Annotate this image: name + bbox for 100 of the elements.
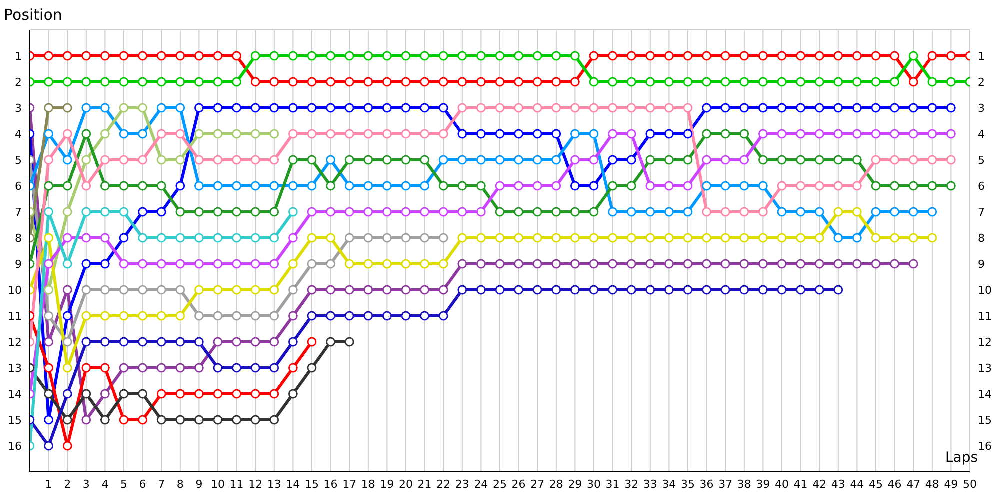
point [608, 129, 618, 139]
point [458, 259, 468, 269]
x-tick-label: 16 [324, 478, 338, 491]
point [646, 155, 656, 165]
point [119, 155, 129, 165]
point [288, 311, 298, 321]
point [288, 103, 298, 113]
point [62, 337, 72, 347]
point [250, 207, 260, 217]
point [82, 103, 92, 113]
point [232, 129, 242, 139]
point [344, 51, 354, 61]
point [119, 311, 129, 321]
point [138, 311, 148, 321]
point [138, 103, 148, 113]
point [777, 77, 787, 87]
point [364, 155, 374, 165]
point [946, 129, 956, 139]
x-tick-label: 38 [737, 478, 752, 491]
point [270, 103, 280, 113]
point [420, 51, 430, 61]
point [176, 77, 186, 87]
point [646, 259, 656, 269]
point [796, 233, 806, 243]
point [194, 233, 204, 243]
point [740, 181, 750, 191]
point [570, 129, 580, 139]
point [250, 389, 260, 399]
point [928, 103, 938, 113]
x-tick-label: 34 [662, 478, 676, 491]
point [626, 103, 636, 113]
point [307, 233, 317, 243]
point [532, 155, 542, 165]
point [364, 103, 374, 113]
point [908, 77, 918, 87]
point [213, 207, 223, 217]
point [62, 129, 72, 139]
point [100, 285, 110, 295]
point [532, 129, 542, 139]
point [100, 337, 110, 347]
point [871, 129, 881, 139]
point [250, 311, 260, 321]
x-axis-title: Laps [945, 450, 978, 466]
point [194, 77, 204, 87]
point [307, 285, 317, 295]
point [946, 155, 956, 165]
point [928, 181, 938, 191]
point [364, 77, 374, 87]
point [777, 51, 787, 61]
point [326, 155, 336, 165]
point [532, 207, 542, 217]
point [232, 51, 242, 61]
point [683, 259, 693, 269]
point [514, 233, 524, 243]
y-tick-label: 7 [15, 206, 22, 219]
point [570, 77, 580, 87]
point [834, 51, 844, 61]
point [552, 103, 562, 113]
point [946, 181, 956, 191]
point [458, 103, 468, 113]
point [364, 311, 374, 321]
point [344, 129, 354, 139]
point [683, 155, 693, 165]
x-tick-label: 24 [474, 478, 488, 491]
point [232, 207, 242, 217]
point [514, 77, 524, 87]
point [495, 51, 505, 61]
y2-tick-label: 4 [978, 128, 985, 141]
y-tick-label: 8 [15, 232, 22, 245]
point [476, 207, 486, 217]
x-tick-label: 19 [380, 478, 394, 491]
point [401, 285, 411, 295]
point [138, 181, 148, 191]
point [176, 103, 186, 113]
point [82, 415, 92, 425]
point [608, 259, 618, 269]
point [532, 51, 542, 61]
point [62, 155, 72, 165]
point [589, 285, 599, 295]
point [270, 77, 280, 87]
point [213, 337, 223, 347]
point [626, 51, 636, 61]
point [62, 441, 72, 451]
point [946, 77, 956, 87]
y2-tick-label: 13 [978, 362, 992, 375]
point [438, 51, 448, 61]
point [382, 51, 392, 61]
point [82, 259, 92, 269]
point [664, 207, 674, 217]
point [232, 311, 242, 321]
y-tick-label: 6 [15, 180, 22, 193]
point [928, 129, 938, 139]
point [44, 337, 54, 347]
point [62, 415, 72, 425]
point [44, 441, 54, 451]
point [420, 285, 430, 295]
point [326, 181, 336, 191]
point [608, 77, 618, 87]
x-tick-label: 40 [775, 478, 789, 491]
point [382, 77, 392, 87]
